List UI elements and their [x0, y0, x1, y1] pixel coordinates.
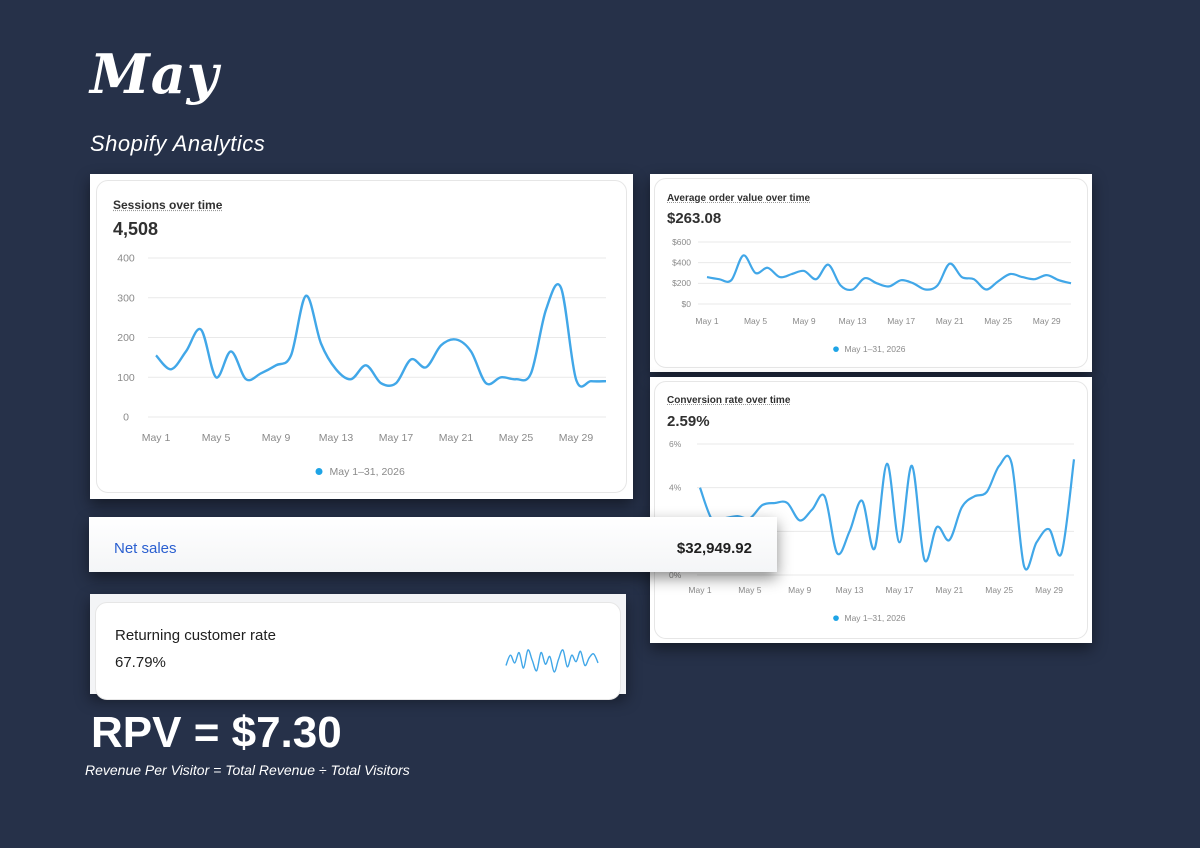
rpv-formula: Revenue Per Visitor = Total Revenue ÷ To…: [85, 762, 410, 778]
x-tick-label: May 29: [559, 432, 594, 444]
x-tick-label: May 25: [985, 585, 1013, 595]
x-tick-label: May 5: [202, 432, 231, 444]
y-tick-label: 300: [117, 292, 135, 304]
sessions-title[interactable]: Sessions over time: [113, 198, 223, 212]
x-tick-label: May 13: [839, 316, 867, 326]
y-tick-label: 6%: [669, 439, 682, 449]
x-tick-label: May 29: [1033, 316, 1061, 326]
x-tick-label: May 9: [262, 432, 291, 444]
series-line: [155, 283, 607, 388]
legend-marker: [833, 346, 839, 352]
y-tick-label: $600: [672, 237, 691, 247]
y-tick-label: 100: [117, 372, 135, 384]
net-sales-label[interactable]: Net sales: [114, 540, 177, 557]
legend-label: May 1–31, 2026: [845, 344, 906, 354]
legend-label: May 1–31, 2026: [330, 466, 405, 478]
month-heading: May: [90, 42, 220, 106]
conversion-card: Conversion rate over time 2.59% 6%4%2%0%…: [650, 377, 1092, 643]
rpv-headline: RPV = $7.30: [91, 708, 342, 757]
x-tick-label: May 17: [886, 585, 914, 595]
aov-title[interactable]: Average order value over time: [667, 193, 811, 204]
y-tick-label: 400: [117, 253, 135, 265]
y-tick-label: 0: [123, 412, 129, 424]
returning-label[interactable]: Returning customer rate: [115, 627, 276, 644]
series-line: [698, 454, 1076, 571]
x-tick-label: May 1: [695, 316, 718, 326]
legend-label: May 1–31, 2026: [845, 613, 906, 623]
x-tick-label: May 21: [936, 316, 964, 326]
y-tick-label: 200: [117, 332, 135, 344]
x-tick-label: May 9: [792, 316, 815, 326]
series-line: [706, 254, 1072, 292]
aov-value: $263.08: [667, 210, 722, 227]
conversion-title[interactable]: Conversion rate over time: [667, 395, 791, 406]
x-tick-label: May 1: [688, 585, 711, 595]
sparkline-series: [505, 649, 599, 673]
net-sales-value: $32,949.92: [676, 540, 752, 557]
x-tick-label: May 21: [935, 585, 963, 595]
legend-marker: [315, 468, 323, 475]
page-subtitle: Shopify Analytics: [90, 131, 266, 156]
net-sales-row[interactable]: Net sales $32,949.92: [89, 517, 777, 572]
conversion-value: 2.59%: [667, 413, 710, 430]
aov-card: Average order value over time $263.08 $6…: [650, 174, 1092, 372]
returning-sparkline: [505, 649, 599, 673]
legend-marker: [833, 615, 839, 621]
aov-card-inner: [654, 178, 1088, 368]
x-tick-label: May 17: [379, 432, 414, 444]
sessions-value: 4,508: [113, 219, 159, 239]
x-tick-label: May 13: [319, 432, 354, 444]
x-tick-label: May 21: [439, 432, 474, 444]
x-tick-label: May 17: [887, 316, 915, 326]
x-tick-label: May 1: [142, 432, 171, 444]
x-tick-label: May 25: [984, 316, 1012, 326]
sessions-card: Sessions over time 4,508 400 300 200 100 0 Ma…: [90, 174, 633, 499]
x-tick-label: May 5: [738, 585, 761, 595]
x-tick-label: May 5: [744, 316, 767, 326]
x-tick-label: May 29: [1035, 585, 1063, 595]
returning-card: Returning customer rate 67.79%: [90, 594, 626, 700]
y-tick-label: $0: [682, 299, 692, 309]
returning-value: 67.79%: [115, 654, 166, 671]
y-tick-label: 0%: [669, 570, 682, 580]
conversion-card-inner: [654, 381, 1088, 639]
returning-card-inner: [95, 602, 621, 700]
x-tick-label: May 9: [788, 585, 811, 595]
sessions-chart: 400 300 200 100 0 May 1 May 5 May 9 May 13 May 17…: [117, 253, 607, 478]
y-tick-label: 4%: [669, 483, 682, 493]
x-tick-label: May 13: [836, 585, 864, 595]
x-tick-label: May 25: [499, 432, 534, 444]
y-tick-label: $400: [672, 258, 691, 268]
y-tick-label: $200: [672, 278, 691, 288]
